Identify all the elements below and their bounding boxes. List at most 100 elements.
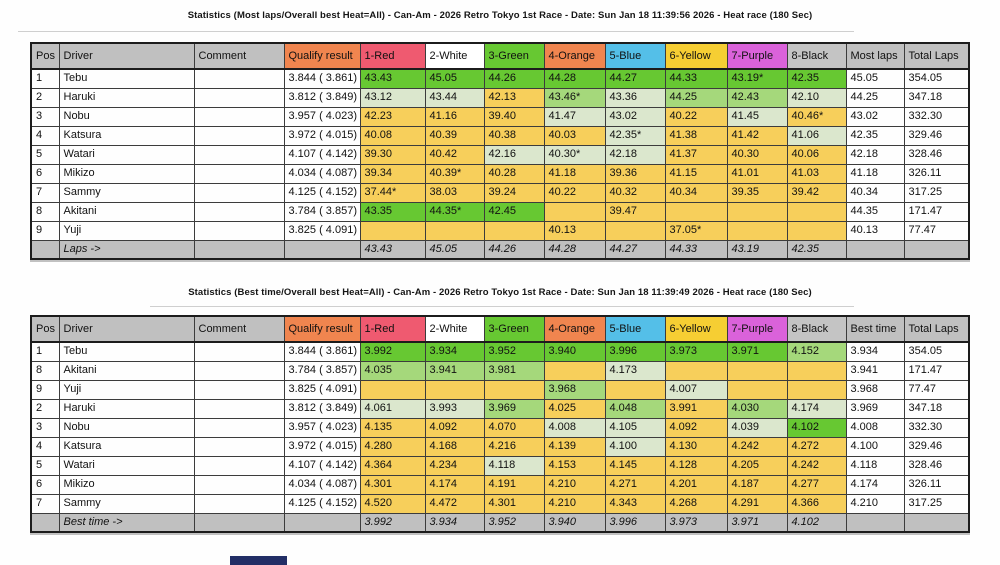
column-header: 6-Yellow [664,42,728,70]
lane-cell: 44.26 [483,68,545,89]
lane-cell: 44.28 [543,68,606,89]
pos-cell: 6 [30,163,60,184]
comment-cell [193,436,285,457]
qualify-cell: 3.784 ( 3.857) [283,360,361,381]
driver-row: 5 Watari 4.107 ( 4.142) 39.30 40.42 42.16 40.3… [30,144,970,165]
report-title-most-laps: Statistics (Most laps/Overall best Heat=… [187,10,813,21]
lane-cell: 40.22 [543,182,606,203]
comment-cell [193,144,285,165]
driver-row: 2 Haruki 3.812 ( 3.849) 43.12 43.44 42.13 43.4… [30,87,970,108]
lane-cell: 4.187 [726,474,788,495]
driver-cell: Akitani [58,360,195,381]
pos-cell: 9 [30,220,60,241]
lane-cell: 4.061 [359,398,426,419]
column-header: 3-Green [483,42,545,70]
lane-cell: 3.991 [664,398,728,419]
lane-cell: 4.135 [359,417,426,438]
lane-cell: 4.210 [543,474,606,495]
driver-row: 1 Tebu 3.844 ( 3.861) 3.992 3.934 3.952 3.940 3… [30,341,970,362]
summary-lane-cell: 44.26 [483,239,545,260]
pos-cell: 5 [30,144,60,165]
summary-lane-cell: 3.934 [424,512,485,533]
lane-cell: 41.42 [726,125,788,146]
qualify-cell: 3.825 ( 4.091) [283,220,361,241]
summary-qualify-cell [283,239,361,260]
summary-lane-cell: 4.102 [786,512,847,533]
summary-row: Best time -> 3.992 3.934 3.952 3.940 3.996 3.9… [30,512,970,533]
result-cell: 42.35 [845,125,905,146]
total-laps-cell: 347.18 [903,398,970,419]
lane-cell: 41.18 [543,163,606,184]
summary-row: Laps -> 43.43 45.05 44.26 44.28 44.27 44.33 43.… [30,239,970,260]
comment-cell [193,341,285,362]
qualify-cell: 4.034 ( 4.087) [283,474,361,495]
summary-lane-cell: 44.28 [543,239,606,260]
lane-cell: 4.118 [483,455,545,476]
lane-cell: 4.007 [664,379,728,400]
column-header: 4-Orange [543,42,606,70]
lane-cell: 41.37 [664,144,728,165]
driver-cell: Haruki [58,398,195,419]
result-cell: 45.05 [845,68,905,89]
qualify-cell: 4.125 ( 4.152) [283,493,361,514]
summary-comment-cell [193,239,285,260]
lane-cell: 44.27 [604,68,666,89]
summary-lane-cell: 3.971 [726,512,788,533]
header-row: Pos Driver Comment Qualify result 1-Red 2-Whi… [30,315,970,343]
column-header: Most laps [845,42,905,70]
lane-cell: 4.205 [726,455,788,476]
lane-cell: 39.30 [359,144,426,165]
lane-cell: 40.46* [786,106,847,127]
column-header: 1-Red [359,315,426,343]
lane-cell [359,220,426,241]
column-header: 6-Yellow [664,315,728,343]
result-cell: 3.968 [845,379,905,400]
lane-cell: 4.030 [726,398,788,419]
qualify-cell: 3.812 ( 3.849) [283,87,361,108]
lane-cell: 40.30* [543,144,606,165]
lane-cell: 43.44 [424,87,485,108]
lane-cell: 4.153 [543,455,606,476]
column-header: Comment [193,315,285,343]
driver-row: 3 Nobu 3.957 ( 4.023) 42.23 41.16 39.40 41.47 4… [30,106,970,127]
result-cell: 4.008 [845,417,905,438]
lane-cell: 4.301 [483,493,545,514]
column-header: 8-Black [786,315,847,343]
comment-cell [193,201,285,222]
lane-cell: 39.35 [726,182,788,203]
total-laps-cell: 354.05 [903,341,970,362]
lane-cell: 42.10 [786,87,847,108]
lane-cell: 4.152 [786,341,847,362]
lane-cell: 40.08 [359,125,426,146]
lane-cell: 4.008 [543,417,606,438]
qualify-cell: 3.957 ( 4.023) [283,106,361,127]
pos-cell: 1 [30,68,60,89]
result-cell: 42.18 [845,144,905,165]
lane-cell: 42.16 [483,144,545,165]
lane-cell [726,220,788,241]
summary-lane-cell: 3.952 [483,512,545,533]
total-laps-cell: 329.46 [903,125,970,146]
lane-cell: 42.23 [359,106,426,127]
lane-cell [786,360,847,381]
lane-cell [543,201,606,222]
column-header: 7-Purple [726,42,788,70]
summary-pos-cell [30,512,60,533]
driver-cell: Nobu [58,417,195,438]
lane-cell: 4.277 [786,474,847,495]
lane-cell: 3.971 [726,341,788,362]
lane-cell [786,201,847,222]
lane-cell: 39.24 [483,182,545,203]
pos-cell: 2 [30,398,60,419]
lane-cell: 40.32 [604,182,666,203]
lane-cell: 40.06 [786,144,847,165]
lane-cell: 44.25 [664,87,728,108]
lane-cell: 4.168 [424,436,485,457]
pos-cell: 8 [30,360,60,381]
lane-cell: 4.271 [604,474,666,495]
result-cell: 44.25 [845,87,905,108]
summary-lane-cell: 43.43 [359,239,426,260]
driver-row: 8 Akitani 3.784 ( 3.857) 43.35 44.35* 42.45 39… [30,201,970,222]
summary-lane-cell: 3.940 [543,512,606,533]
lane-cell [604,379,666,400]
